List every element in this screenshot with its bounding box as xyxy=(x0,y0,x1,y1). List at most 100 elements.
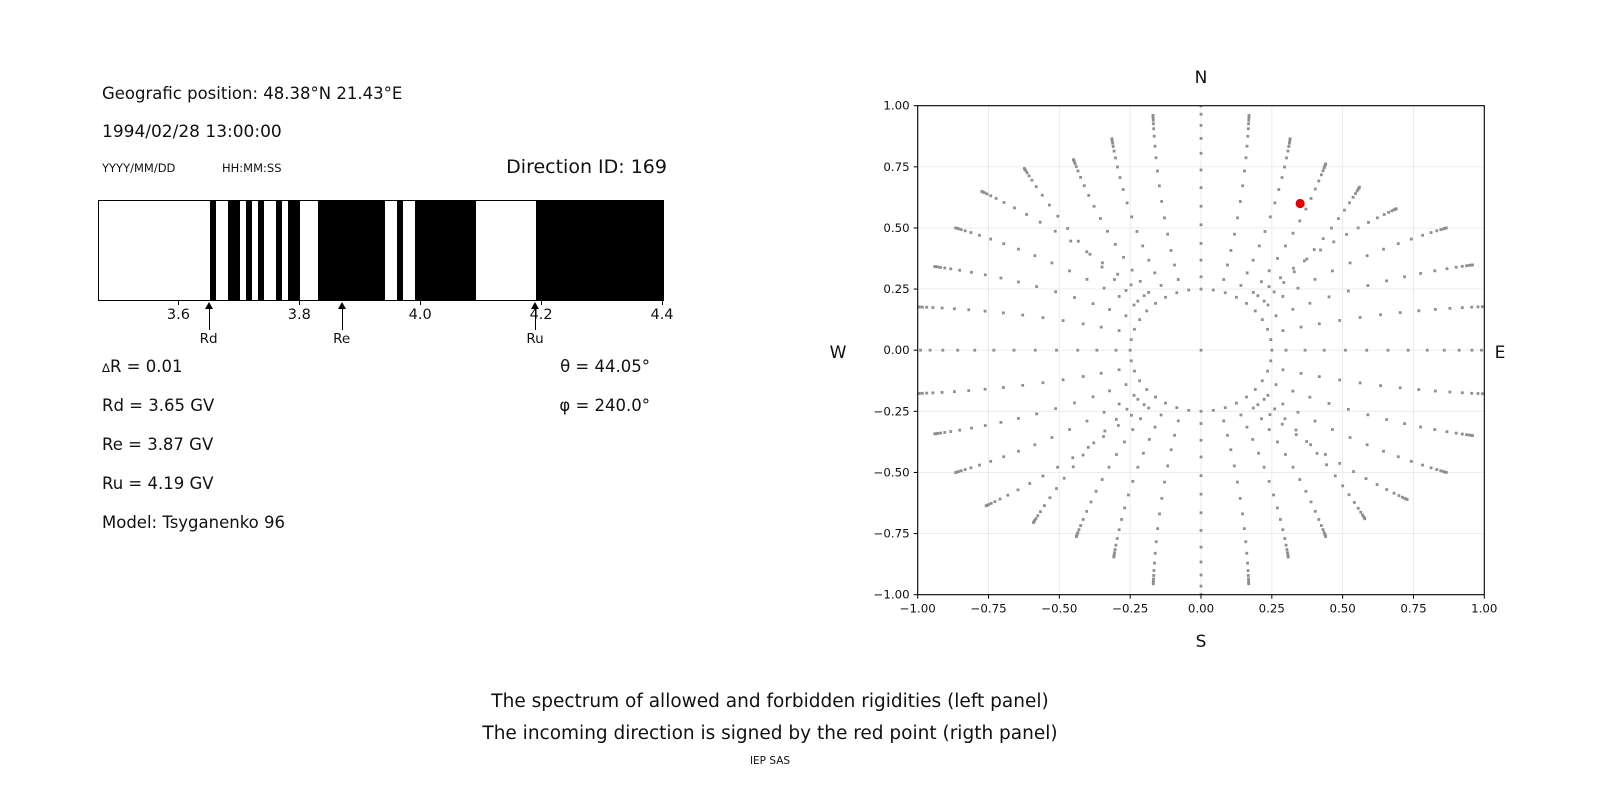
direction-dot xyxy=(1282,281,1286,284)
direction-dot xyxy=(1390,209,1394,213)
direction-dot xyxy=(1047,203,1051,207)
direction-dot xyxy=(1323,453,1327,456)
direction-dot xyxy=(943,266,947,270)
direction-dot xyxy=(1365,254,1369,258)
direction-dot xyxy=(1114,348,1118,352)
direction-dot xyxy=(1176,419,1180,423)
rd-value: Rd = 3.65 GV xyxy=(102,396,215,415)
direction-dot xyxy=(1115,453,1118,456)
direction-dot xyxy=(1313,509,1317,513)
direction-dot xyxy=(918,391,921,395)
direction-dot xyxy=(1280,176,1284,179)
direction-dot xyxy=(1262,299,1266,303)
direction-dot xyxy=(1279,518,1282,521)
direction-dot xyxy=(1169,448,1173,452)
direction-dot xyxy=(1403,496,1407,500)
direction-dot xyxy=(1283,417,1287,421)
direction-dot xyxy=(943,431,947,434)
direction-dot xyxy=(1257,244,1261,248)
direction-dot xyxy=(1102,410,1106,414)
x-tick-label: 0.75 xyxy=(1400,602,1426,616)
direction-dot xyxy=(1405,498,1409,501)
direction-dot xyxy=(1113,551,1116,555)
direction-dot xyxy=(1361,513,1364,517)
direction-dot xyxy=(1085,509,1089,513)
direction-dot xyxy=(1016,488,1020,492)
direction-dot xyxy=(1199,584,1203,588)
direction-dot xyxy=(1076,531,1080,534)
direction-dot xyxy=(1309,197,1313,200)
direction-dot xyxy=(1115,537,1119,540)
direction-dot xyxy=(1324,162,1328,166)
direction-dot xyxy=(1041,316,1045,320)
direction-dot xyxy=(1079,524,1083,527)
direction-dot xyxy=(1147,258,1151,262)
direction-dot xyxy=(1268,215,1272,219)
direction-dot xyxy=(1365,348,1369,352)
direction-dot xyxy=(1199,511,1203,515)
direction-dot xyxy=(1465,433,1468,437)
direction-dot xyxy=(1425,348,1429,352)
allowed-rigidity-band xyxy=(245,201,252,300)
direction-dot xyxy=(1486,392,1489,395)
direction-dot xyxy=(1331,269,1334,273)
direction-dot xyxy=(1199,186,1203,190)
direction-dot xyxy=(1153,271,1157,275)
direction-dot xyxy=(1135,230,1139,233)
direction-dot xyxy=(920,391,924,395)
direction-dot xyxy=(1273,407,1277,411)
direction-dot xyxy=(1121,188,1125,191)
direction-dot xyxy=(1152,569,1156,572)
direction-dot xyxy=(1157,184,1161,188)
direction-dot xyxy=(1200,95,1203,98)
direction-dot xyxy=(1100,478,1104,481)
direction-dot xyxy=(1486,305,1489,308)
direction-dot xyxy=(1120,518,1123,521)
direction-dot xyxy=(1153,425,1157,429)
direction-dot xyxy=(1338,378,1342,382)
direction-dot xyxy=(1223,291,1227,295)
direction-dot xyxy=(1266,393,1270,397)
direction-dot xyxy=(1138,379,1142,383)
direction-dot xyxy=(1076,169,1080,173)
direction-dot xyxy=(1270,348,1274,352)
direction-dot xyxy=(1284,543,1288,547)
direction-dot xyxy=(1187,288,1191,292)
direction-dot xyxy=(1125,201,1129,205)
direction-dot xyxy=(1266,303,1270,307)
direction-dot xyxy=(1439,469,1443,473)
direction-dot xyxy=(1199,275,1203,279)
direction-dot xyxy=(1382,213,1386,216)
direction-dot xyxy=(1199,348,1203,352)
direction-dot xyxy=(1245,425,1249,429)
y-tick-label: 0.75 xyxy=(883,160,909,174)
direction-dot xyxy=(1267,428,1271,432)
direction-dot xyxy=(1099,325,1103,329)
direction-dot xyxy=(1253,309,1257,313)
direction-dot xyxy=(999,420,1003,424)
direction-dot xyxy=(1279,276,1282,280)
direction-dot xyxy=(1111,145,1115,148)
direction-dot xyxy=(1132,303,1136,307)
direction-dot xyxy=(1358,381,1362,385)
direction-dot xyxy=(1337,217,1340,221)
direction-dot xyxy=(1199,204,1203,208)
direction-dot xyxy=(1274,314,1278,318)
direction-dot xyxy=(957,470,960,474)
direction-dot xyxy=(1294,428,1298,432)
direction-dot xyxy=(1398,386,1402,390)
direction-dot xyxy=(973,348,977,352)
direction-dot xyxy=(1117,329,1121,332)
direction-dot xyxy=(989,237,993,241)
direction-dot xyxy=(1266,369,1269,373)
direction-dot xyxy=(1243,169,1246,173)
direction-dot xyxy=(1199,151,1203,155)
direction-dot xyxy=(1133,369,1136,373)
direction-dot xyxy=(1400,495,1404,499)
direction-dot xyxy=(1132,393,1136,397)
direction-dot xyxy=(1246,561,1249,565)
direction-dot xyxy=(980,190,984,193)
direction-dot xyxy=(989,194,993,198)
direction-dot xyxy=(1486,349,1489,352)
direction-dot xyxy=(1317,179,1321,183)
